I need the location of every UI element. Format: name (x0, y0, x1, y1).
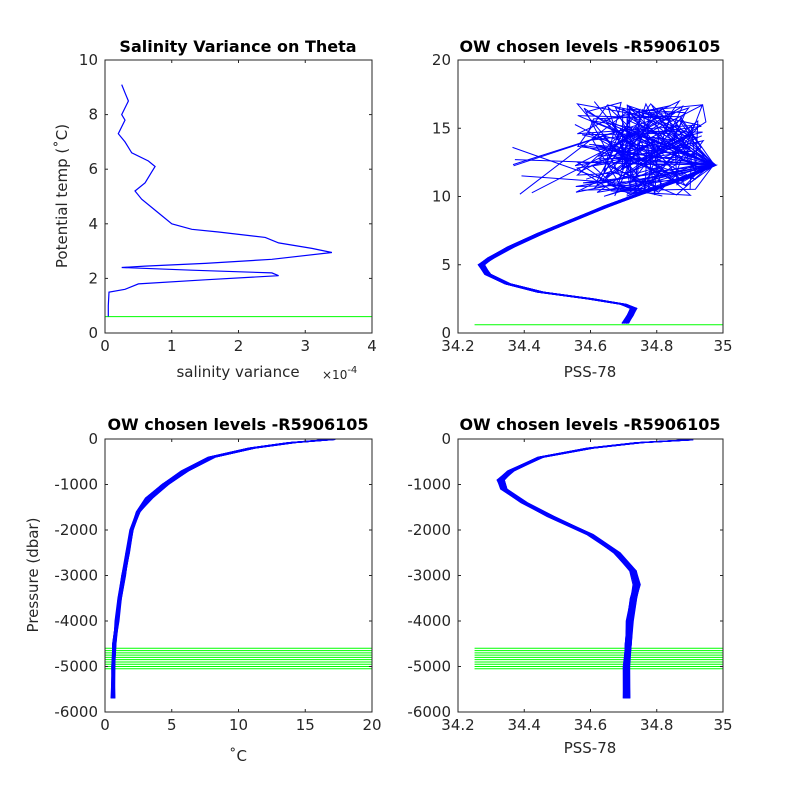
chart-title: OW chosen levels -R5906105 (459, 415, 720, 434)
x-axis-exponent: ×10-4 (322, 365, 357, 382)
y-tick-label: -6000 (54, 703, 98, 721)
exponent-base: ×10 (322, 368, 347, 382)
y-tick-label: -1000 (407, 476, 451, 494)
y-tick-label: 0 (441, 324, 451, 342)
x-tick-label: 0 (100, 337, 110, 355)
y-tick-label: -6000 (407, 703, 451, 721)
x-tick-label: 2 (234, 337, 244, 355)
x-tick-label: 1 (167, 337, 177, 355)
profile-line (501, 439, 691, 699)
y-tick-label: 0 (441, 430, 451, 448)
y-axis-label: Potential temp (˚C) (53, 124, 71, 268)
y-tick-label: -2000 (54, 521, 98, 539)
chart-title: OW chosen levels -R5906105 (107, 415, 368, 434)
x-tick-label: 3 (300, 337, 310, 355)
x-tick-label: 0 (100, 716, 110, 734)
y-tick-label: 15 (432, 119, 451, 137)
temperature-pressure-panel: OW chosen levels -R5906105 ˚C Pressure (… (24, 415, 382, 765)
x-axis-label: ˚C (229, 747, 247, 765)
exponent-power: -4 (347, 365, 357, 376)
y-tick-label: -5000 (54, 658, 98, 676)
x-tick-label: 34.4 (508, 337, 541, 355)
y-tick-label: -4000 (54, 612, 98, 630)
x-axis-label: PSS-78 (564, 363, 617, 381)
x-tick-label: 20 (362, 716, 381, 734)
chart-title: Salinity Variance on Theta (119, 37, 356, 56)
y-tick-label: 5 (441, 256, 451, 274)
salinity-variance-panel: Salinity Variance on Theta salinity vari… (53, 37, 377, 382)
y-tick-label: 20 (432, 51, 451, 69)
y-tick-label: -2000 (407, 521, 451, 539)
x-tick-label: 15 (296, 716, 315, 734)
y-tick-label: 6 (88, 160, 98, 178)
salinity-pressure-panel: OW chosen levels -R5906105 PSS-78 34.2 34… (407, 415, 732, 757)
x-tick-label: 35 (713, 716, 732, 734)
y-tick-label: 10 (432, 188, 451, 206)
y-axis-label: Pressure (dbar) (24, 518, 42, 633)
y-tick-label: -5000 (407, 658, 451, 676)
x-tick-label: 34.6 (574, 716, 607, 734)
series-line (107, 84, 333, 317)
x-tick-label: 5 (167, 716, 177, 734)
y-tick-label: 8 (88, 106, 98, 124)
plot-area (105, 84, 372, 318)
x-tick-label: 10 (229, 716, 248, 734)
x-tick-label: 34.2 (441, 337, 474, 355)
y-tick-label: 0 (88, 324, 98, 342)
plot-area (105, 439, 372, 699)
y-tick-label: -3000 (407, 567, 451, 585)
y-tick-label: -3000 (54, 567, 98, 585)
x-tick-label: 34.4 (508, 716, 541, 734)
x-axis-label: salinity variance (176, 363, 299, 381)
x-tick-label: 35 (713, 337, 732, 355)
y-tick-label: 0 (88, 430, 98, 448)
y-tick-label: 2 (88, 269, 98, 287)
plot-area (474, 99, 723, 326)
y-tick-label: -1000 (54, 476, 98, 494)
x-axis-label: PSS-78 (564, 739, 617, 757)
profile-line (110, 439, 329, 699)
plot-area (474, 439, 723, 699)
x-tick-label: 4 (367, 337, 377, 355)
y-tick-label: -4000 (407, 612, 451, 630)
profile-line (483, 104, 718, 324)
x-tick-label: 34.8 (640, 337, 673, 355)
y-tick-label: 4 (88, 215, 98, 233)
theta-salinity-panel: OW chosen levels -R5906105 PSS-78 34.2 34… (432, 37, 733, 381)
y-tick-label: 10 (79, 51, 98, 69)
x-tick-label: 34.6 (574, 337, 607, 355)
x-tick-label: 34.8 (640, 716, 673, 734)
x-tick-label: 34.2 (441, 716, 474, 734)
chart-title: OW chosen levels -R5906105 (459, 37, 720, 56)
profile-line (478, 105, 711, 324)
